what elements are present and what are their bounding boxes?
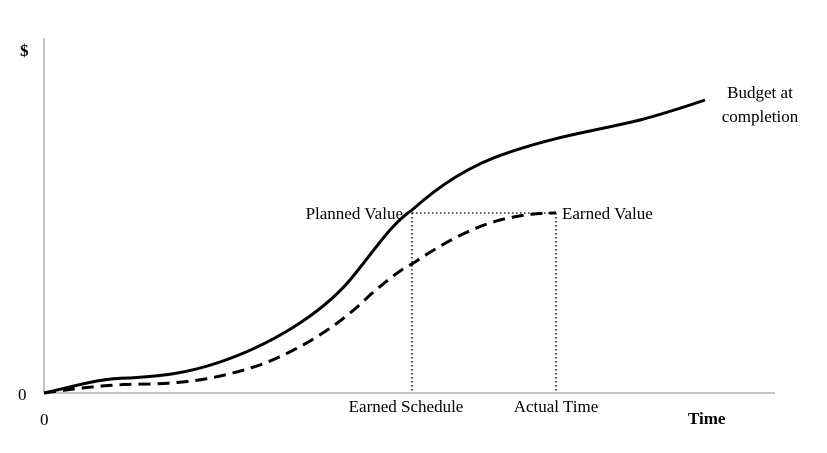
y-origin-label: 0 xyxy=(18,385,27,404)
planned-value-label: Planned Value xyxy=(306,204,403,223)
earned-value-label: Earned Value xyxy=(562,204,653,223)
x-axis-label: Time xyxy=(688,409,726,428)
x-origin-label: 0 xyxy=(40,410,49,429)
earned-schedule-label: Earned Schedule xyxy=(349,397,464,416)
planned-value-curve xyxy=(43,98,706,395)
budget-label-line: completion xyxy=(722,107,799,126)
actual-time-label: Actual Time xyxy=(514,397,599,416)
budget-label-line: Budget at xyxy=(727,83,793,102)
guide-lines xyxy=(411,212,557,393)
earned-value-curve xyxy=(43,211,557,395)
y-axis-label: $ xyxy=(20,41,29,60)
